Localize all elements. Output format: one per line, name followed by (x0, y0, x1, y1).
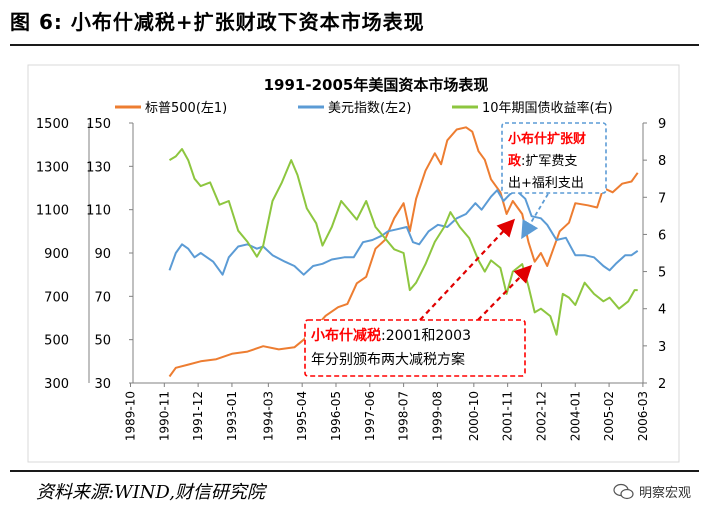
y-right-tick-label: 8 (658, 154, 666, 169)
wechat-icon (613, 483, 634, 499)
anno-fiscal-line: 政:扩军费支 (508, 153, 577, 169)
y-left2-tick-label: 30 (94, 377, 111, 392)
x-tick-label: 1990-11 (157, 391, 171, 441)
y-left1-tick-label: 1500 (36, 117, 69, 132)
annotation-arrows (419, 193, 549, 321)
y-right-tick-label: 2 (658, 377, 666, 392)
series-line-0 (168, 126, 639, 378)
y-left1-tick-label: 500 (44, 334, 69, 349)
chart: 1991-2005年美国资本市场表现 标普500(左1) 美元指数(左2) 10年期… (27, 64, 680, 463)
anno-tax-line: 小布什减税:2001和2003 (311, 327, 471, 344)
anno-tax-line: 年分别颁布两大减税方案 (311, 351, 465, 368)
x-tick-label: 2006-03 (636, 391, 650, 441)
arrow-tax-2003 (477, 264, 533, 321)
anno-fiscal-text: :扩军费支 (521, 154, 577, 169)
chart-title: 1991-2005年美国资本市场表现 (264, 76, 489, 94)
y-left1-tick-label: 300 (44, 377, 69, 392)
y-left2-tick-label: 50 (94, 334, 111, 349)
legend-label-0: 标普500(左1) (145, 101, 227, 116)
y-left1-tick-label: 900 (44, 247, 69, 262)
top-rule (10, 44, 699, 46)
y-right-tick-label: 9 (658, 117, 666, 132)
anno-fiscal-text: 小布什扩张财 (508, 131, 586, 147)
axes: 300 500 700 900 1100 1300 1500 30 50 70 90 110 130 15… (36, 117, 666, 441)
figure-title: 图 6: 小布什减税+扩张财政下资本市场表现 (10, 10, 425, 34)
x-tick-label: 1991-12 (191, 391, 205, 441)
arrow-tax-2001 (419, 218, 516, 321)
y-left2-tick-label: 110 (86, 204, 111, 219)
y-left2-tick-label: 90 (94, 247, 111, 262)
x-tick-label: 1999-08 (430, 391, 444, 441)
x-tick-label: 1998-07 (397, 391, 411, 441)
anno-fiscal-line: 小布什扩张财 (508, 131, 586, 147)
source-note: 资料来源:WIND,财信研究院 (36, 482, 265, 503)
legend: 标普500(左1) 美元指数(左2) 10年期国债收益率(右) (115, 100, 613, 116)
x-tick-label: 1993-01 (225, 391, 239, 441)
y-right-tick-label: 3 (658, 340, 666, 355)
legend-label-2: 10年期国债收益率(右) (482, 100, 613, 116)
x-tick-label: 2005-02 (602, 391, 616, 441)
anno-fiscal-text: 出+福利支出 (508, 176, 584, 191)
y-left2-tick-label: 130 (86, 160, 111, 175)
x-tick-label: 1996-05 (329, 391, 343, 441)
watermark: 明察宏观 (613, 482, 691, 501)
series-group (168, 126, 639, 378)
y-left1-tick-label: 700 (44, 290, 69, 305)
y-right-tick-label: 5 (658, 266, 666, 281)
watermark-text: 明察宏观 (638, 486, 691, 501)
anno-fiscal-text: 政 (508, 153, 522, 169)
anno-fiscal-line: 出+福利支出 (508, 176, 584, 191)
x-tick-label: 1989-10 (124, 391, 138, 441)
anno-tax-text: :2001和2003 (381, 328, 471, 344)
y-right-tick-label: 6 (658, 228, 666, 243)
anno-tax-text: 年分别颁布两大减税方案 (311, 351, 465, 368)
x-tick-label: 2000-10 (467, 391, 481, 441)
bottom-rule (10, 470, 699, 472)
series-line-2 (168, 148, 638, 336)
x-tick-label: 2001-11 (501, 391, 515, 441)
x-tick-label: 2004-01 (568, 391, 582, 441)
anno-tax-box (304, 319, 526, 377)
y-left1-tick-label: 1100 (36, 204, 69, 219)
x-tick-label: 2002-12 (534, 391, 548, 441)
arrow-fiscal (521, 193, 549, 240)
y-left1-tick-label: 1300 (36, 160, 69, 175)
x-tick-label: 1997-06 (363, 391, 377, 441)
y-right-tick-label: 7 (658, 191, 666, 206)
x-tick-label: 1994-03 (261, 391, 275, 441)
y-right-tick-label: 4 (658, 303, 666, 318)
y-left2-tick-label: 150 (86, 117, 111, 132)
y-left2-tick-label: 70 (94, 290, 111, 305)
series-line-1 (168, 189, 639, 276)
legend-label-1: 美元指数(左2) (328, 101, 411, 116)
anno-tax-text: 小布什减税 (311, 327, 381, 344)
x-tick-label: 1995-04 (295, 391, 309, 441)
anno-fiscal-box (501, 122, 607, 194)
annotations: 小布什扩张财政:扩军费支出+福利支出小布什减税:2001和2003年分别颁布两大… (304, 122, 607, 377)
